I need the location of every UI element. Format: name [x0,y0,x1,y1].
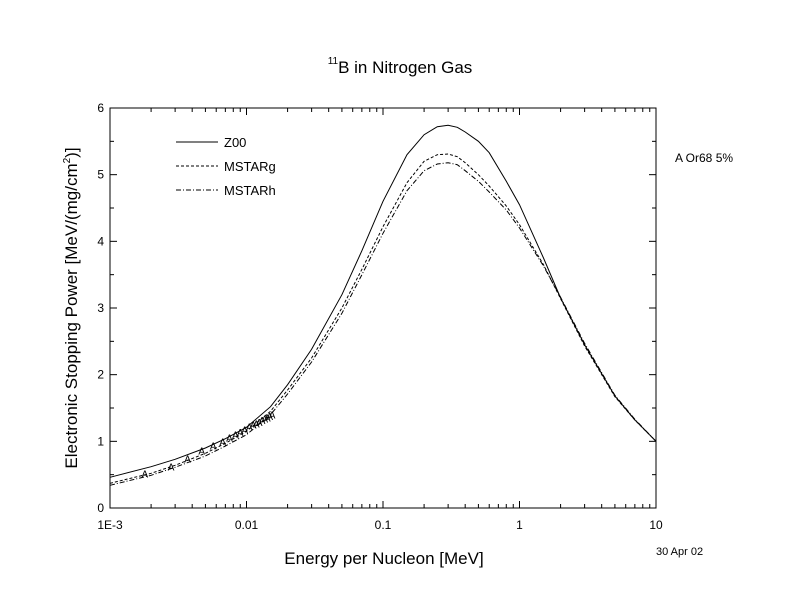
y-tick-label: 6 [97,101,104,115]
y-tick-label: 5 [97,168,104,182]
data-marker-a: A [210,441,217,452]
data-marker-a: A [226,433,233,444]
series-line-z00 [109,124,657,478]
chart-title: 11B in Nitrogen Gas [0,56,800,78]
legend-label-z00: Z00 [224,135,246,150]
data-marker-a: A [168,463,175,474]
axis-ticks [109,107,657,509]
data-marker-a: A [264,413,271,424]
data-marker-a: A [184,455,191,466]
y-tick-label: 4 [97,234,104,248]
data-lines [109,124,657,486]
tick-labels: 1E-3 0.01 0.1 1 10 0 1 2 3 4 5 6 [97,101,663,532]
x-tick-label: 1E-3 [97,518,123,532]
y-axis-label-prefix: Electronic Stopping Power [MeV/(mg/cm [62,163,81,468]
chart-title-superscript: 11 [327,56,339,67]
data-marker-a: A [237,428,244,439]
data-marker-a: A [261,415,268,426]
data-marker-a: A [250,421,257,432]
x-tick-label: 1 [516,518,523,532]
data-marker-a: A [266,412,273,423]
annotation-reference: A Or68 5% [675,151,734,165]
series-line-mstarh [109,162,657,486]
series-line-mstarg [109,153,657,484]
y-tick-label: 3 [97,301,104,315]
data-marker-a: A [241,425,248,436]
y-tick-label: 1 [97,434,104,448]
y-axis-label: Electronic Stopping Power [MeV/(mg/cm2)] [62,147,81,468]
data-marker-a: A [198,447,205,458]
data-marker-a: A [253,419,260,430]
y-axis-label-superscript: 2 [62,157,73,163]
x-tick-label: 0.01 [235,518,259,532]
legend: Z00 MSTARg MSTARh [176,135,276,198]
legend-label-mstarh: MSTARh [224,183,276,198]
chart-title-text: B in Nitrogen Gas [338,58,473,77]
annotation-date: 30 Apr 02 [656,546,704,558]
data-marker-a: A [259,416,266,427]
plot-frame [109,107,657,509]
data-marker-a: A [142,469,149,480]
data-marker-a: A [219,437,226,448]
x-tick-label: 10 [649,518,663,532]
y-axis-label-suffix: )] [62,147,81,157]
y-tick-label: 0 [97,501,104,515]
data-marker-a: A [256,418,263,429]
data-marker-a: A [232,431,239,442]
x-tick-label: 0.1 [375,518,392,532]
data-marker-a: A [246,423,253,434]
legend-label-mstarg: MSTARg [224,159,276,174]
data-marker-a: A [269,411,276,422]
x-axis-label: Energy per Nucleon [MeV] [284,549,484,568]
y-tick-label: 2 [97,368,104,382]
